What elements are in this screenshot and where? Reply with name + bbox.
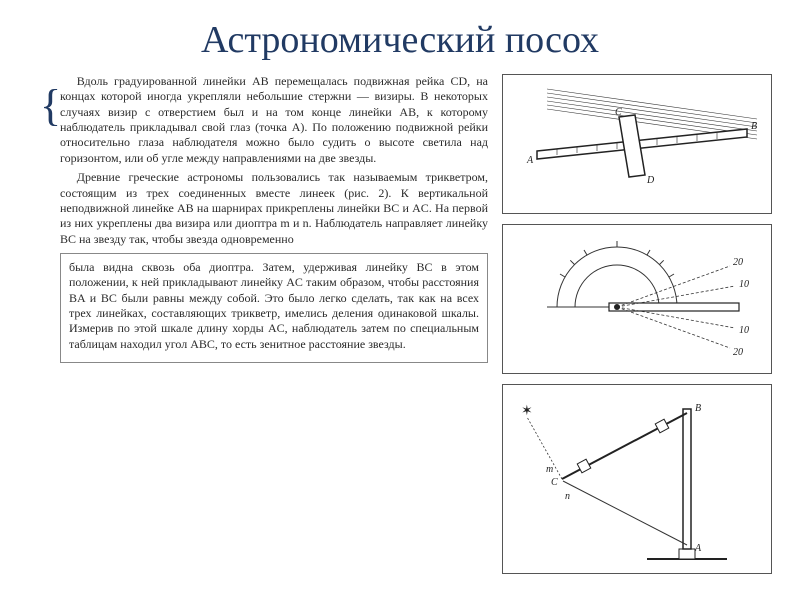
figure-column: A B C D bbox=[488, 74, 772, 574]
base-block bbox=[679, 549, 695, 559]
label-b3: B bbox=[695, 403, 701, 414]
ray-lbl-20u: 20 bbox=[733, 257, 743, 268]
slide: Астрономический посох { Вдоль градуирова… bbox=[0, 0, 800, 600]
label-c: C bbox=[615, 107, 622, 118]
paragraph-1: Вдоль градуированной линейки AB перемеща… bbox=[60, 74, 488, 166]
label-b: B bbox=[751, 121, 757, 132]
figure-1-frame: A B C D bbox=[502, 74, 772, 214]
dioptre-m bbox=[655, 419, 669, 433]
content-row: Вдоль градуированной линейки AB перемеща… bbox=[0, 74, 800, 574]
ray-lbl-20d: 20 bbox=[733, 347, 743, 358]
page-title: Астрономический посох bbox=[0, 0, 800, 70]
label-n: n bbox=[565, 491, 570, 502]
sight-bar bbox=[609, 303, 739, 311]
protractor: 10 20 10 20 bbox=[547, 241, 749, 358]
ray-lbl-10d: 10 bbox=[739, 325, 749, 336]
ruler-ac bbox=[563, 481, 687, 545]
pivot-dot bbox=[614, 304, 620, 310]
figure-2-protractor: 10 20 10 20 bbox=[507, 229, 767, 369]
paragraph-2: Древние греческие астрономы пользовались… bbox=[60, 170, 488, 247]
star-ray bbox=[527, 417, 562, 479]
figure-3-frame: ✶ A B C m n bbox=[502, 384, 772, 574]
protractor-ticks bbox=[551, 241, 683, 307]
star-icon: ✶ bbox=[521, 404, 533, 419]
paragraph-3-box: была видна сквозь оба диоптра. Затем, уд… bbox=[60, 253, 488, 363]
figure-3-triquetrum: ✶ A B C m n bbox=[507, 389, 767, 569]
label-c3: C bbox=[551, 477, 558, 488]
ray-lbl-10u: 10 bbox=[739, 279, 749, 290]
ruler-ab-vert bbox=[683, 409, 691, 549]
paragraph-3: была видна сквозь оба диоптра. Затем, уд… bbox=[69, 260, 479, 352]
text-column: Вдоль градуированной линейки AB перемеща… bbox=[60, 74, 488, 574]
label-a3: A bbox=[694, 543, 702, 554]
label-a: A bbox=[526, 155, 534, 166]
figure-1-cross-staff: A B C D bbox=[507, 79, 767, 209]
figure-2-frame: 10 20 10 20 bbox=[502, 224, 772, 374]
label-d: D bbox=[646, 175, 655, 186]
accent-brace: { bbox=[40, 80, 61, 131]
label-m: m bbox=[546, 464, 553, 475]
